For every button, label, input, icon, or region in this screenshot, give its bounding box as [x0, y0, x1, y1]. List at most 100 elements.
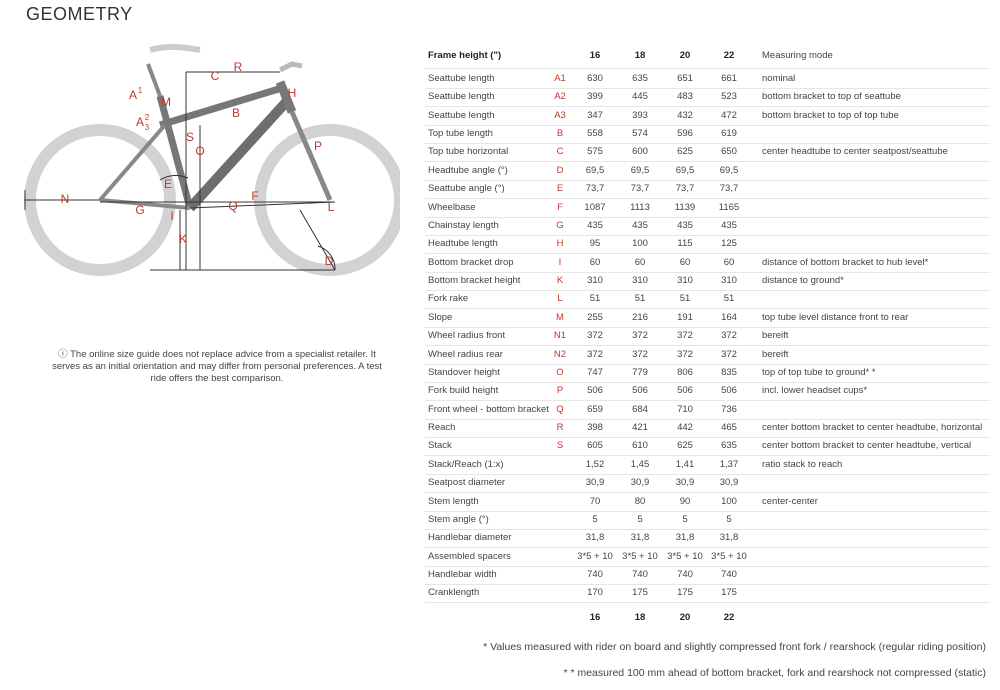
row-separator — [425, 326, 990, 328]
row-separator — [425, 234, 990, 236]
row-name: Front wheel - bottom bracket — [428, 403, 549, 415]
dimension-label: E — [164, 177, 172, 191]
row-value: 1,41 — [675, 458, 695, 470]
row-code: F — [557, 201, 563, 213]
fork — [289, 111, 333, 201]
row-value: 30,9 — [585, 477, 605, 489]
row-mode: center bottom bracket to center headtube… — [762, 422, 983, 434]
row-value: 73,7 — [630, 183, 650, 195]
row-value: 372 — [632, 330, 648, 342]
dimension-line — [189, 201, 336, 209]
row-value: 60 — [723, 256, 735, 268]
row-name: Slope — [428, 311, 453, 323]
dimension-label: L — [328, 200, 335, 214]
row-value: 60 — [589, 256, 601, 268]
row-value: 1113 — [630, 201, 650, 213]
row-value: 95 — [589, 238, 601, 250]
row-name: Seattube length — [428, 73, 495, 84]
row-name: Bottom bracket height — [428, 275, 521, 287]
row-value: 5 — [682, 513, 688, 525]
row-value: 5 — [726, 513, 732, 525]
footer-size: 16 — [589, 611, 601, 623]
dimension-label: N — [61, 192, 70, 206]
row-value: 372 — [721, 348, 737, 360]
row-value: 575 — [587, 146, 603, 158]
row-value: 506 — [587, 385, 603, 397]
header-mode: Measuring mode — [762, 50, 833, 61]
row-name: Wheel radius front — [428, 330, 506, 342]
row-separator — [425, 473, 990, 475]
row-code: Q — [556, 403, 564, 415]
row-value: 372 — [721, 330, 737, 342]
row-value: 435 — [721, 219, 737, 231]
row-code: N2 — [553, 348, 567, 360]
handlebar — [278, 61, 303, 73]
dimension-label: I — [170, 209, 173, 223]
footer-size: 22 — [723, 611, 735, 623]
row-separator — [425, 363, 990, 365]
row-value: 435 — [632, 219, 648, 231]
seatpost — [146, 63, 162, 97]
seatstay — [98, 123, 167, 202]
row-value: 255 — [587, 311, 603, 323]
row-value: 523 — [721, 91, 737, 103]
dimension-label: S — [186, 130, 194, 144]
row-value: 442 — [677, 422, 693, 434]
row-value: 372 — [632, 348, 648, 360]
row-name: Cranklength — [428, 587, 480, 599]
top-tube — [158, 84, 284, 129]
row-value: 684 — [632, 403, 648, 415]
dimension-label: P — [314, 139, 322, 153]
row-value: 558 — [587, 128, 603, 140]
dimension-label: D — [325, 254, 334, 268]
row-name: Chainstay length — [428, 219, 499, 231]
row-value: 73,7 — [675, 183, 695, 195]
row-name: Assembled spacers — [428, 550, 511, 562]
row-separator — [425, 68, 990, 69]
row-value: 747 — [587, 366, 603, 378]
row-code: P — [556, 385, 564, 397]
row-code: H — [556, 238, 564, 250]
row-separator — [425, 583, 990, 585]
row-value: 60 — [634, 256, 646, 268]
row-value: 393 — [632, 109, 648, 121]
row-separator — [425, 492, 990, 494]
row-value: 170 — [587, 587, 603, 599]
row-name: Fork rake — [428, 293, 469, 305]
row-code: A1 — [554, 73, 566, 84]
row-name: Wheel radius rear — [428, 348, 503, 360]
row-value: 372 — [587, 330, 603, 342]
row-value: 60 — [679, 256, 691, 268]
row-name: Seatpost diameter — [428, 477, 506, 489]
dimension-label: Q — [228, 199, 237, 213]
row-value: 73,7 — [719, 183, 739, 195]
row-name: Standover height — [428, 366, 500, 378]
row-name: Handlebar width — [428, 568, 497, 580]
footnote: * * measured 100 mm ahead of bottom brac… — [563, 667, 986, 679]
dimension-line — [299, 209, 336, 271]
row-separator — [425, 547, 990, 549]
row-code: E — [556, 183, 564, 195]
row-value: 372 — [677, 330, 693, 342]
row-name: Headtube angle (°) — [428, 164, 508, 176]
row-name: Wheelbase — [428, 201, 476, 213]
row-value: 69,5 — [675, 164, 695, 176]
angle-arc — [317, 245, 336, 271]
bike-drawing — [24, 44, 400, 276]
row-value: 115 — [677, 238, 693, 250]
row-value: 625 — [677, 440, 693, 452]
row-value: 310 — [587, 275, 603, 287]
row-value: 3*5 + 10 — [622, 550, 658, 562]
row-mode: center-center — [762, 495, 818, 507]
dimension-label: A — [136, 115, 144, 129]
row-value: 740 — [587, 568, 603, 580]
down-tube — [186, 96, 292, 212]
row-value: 175 — [677, 587, 693, 599]
row-value: 372 — [677, 348, 693, 360]
row-value: 3*5 + 10 — [577, 550, 613, 562]
seat-tube — [156, 95, 194, 209]
row-value: 736 — [721, 403, 737, 415]
row-name: Top tube horizontal — [428, 146, 509, 158]
header-size: 22 — [723, 50, 735, 61]
